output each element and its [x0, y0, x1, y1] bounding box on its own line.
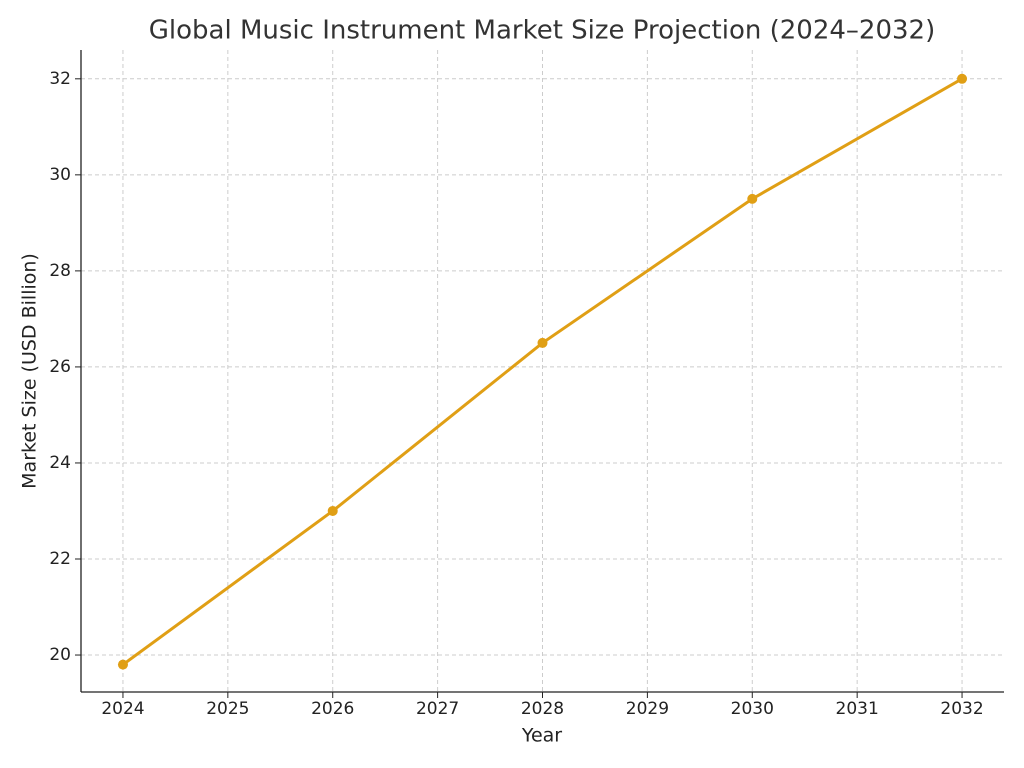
point	[537, 337, 548, 348]
y-tick-label: 22	[49, 549, 71, 569]
chart-title: Global Music Instrument Market Size Proj…	[149, 16, 936, 46]
x-tick-label: 2025	[206, 699, 249, 719]
x-tick-label: 2032	[940, 699, 983, 719]
x-tick-label: 2027	[416, 699, 459, 719]
x-axis-label: Year	[521, 725, 562, 747]
x-tick-label: 2029	[626, 699, 669, 719]
y-tick-label: 28	[49, 261, 71, 281]
y-tick-label: 26	[49, 357, 71, 377]
point	[327, 505, 338, 516]
x-tick-label: 2028	[521, 699, 564, 719]
y-tick-label: 30	[49, 165, 71, 185]
x-tick-label: 2030	[731, 699, 774, 719]
x-tick-label: 2024	[101, 699, 144, 719]
y-axis-label: Market Size (USD Billion)	[19, 253, 41, 489]
point	[117, 659, 128, 670]
x-tick-label: 2026	[311, 699, 354, 719]
y-tick-label: 32	[49, 69, 71, 89]
y-tick-label: 20	[49, 645, 71, 665]
point	[957, 73, 968, 84]
x-tick-label: 2031	[836, 699, 879, 719]
point	[747, 193, 758, 204]
y-tick-label: 24	[49, 453, 71, 473]
